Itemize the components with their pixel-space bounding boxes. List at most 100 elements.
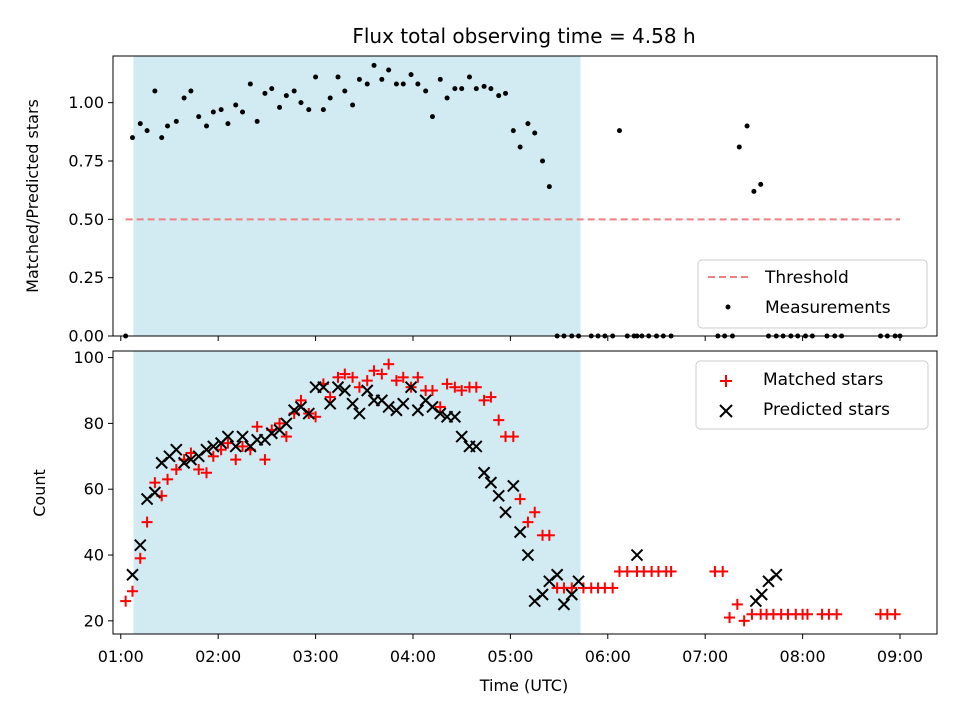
predicted-star-point (170, 443, 183, 456)
measurement-point (744, 123, 750, 129)
measurement-point (320, 107, 326, 113)
x-tick-label: 02:00 (195, 647, 241, 666)
legend-predicted-label: Predicted stars (763, 400, 890, 420)
measurement-point (144, 128, 150, 134)
measurement-point (196, 114, 202, 120)
measurement-point (335, 74, 341, 80)
predicted-star-point (177, 456, 191, 470)
matched-star-point (361, 375, 373, 387)
y-tick-label: 0.75 (68, 152, 104, 171)
predicted-star-point (317, 380, 330, 394)
predicted-star-point (755, 588, 768, 601)
matched-star-point (831, 608, 843, 620)
matched-star-point (230, 454, 242, 466)
predicted-star-point (287, 404, 301, 417)
matched-star-point (134, 552, 146, 564)
measurement-point (423, 88, 429, 94)
measurement-point (503, 90, 509, 96)
matched-star-point (529, 506, 541, 518)
matched-star-point (339, 368, 351, 380)
bottom-y-ticks: 20 40 60 80 100 (73, 348, 113, 630)
matched-star-point (889, 608, 901, 620)
measurement-point (510, 128, 516, 134)
y-tick-label: 20 (84, 611, 104, 630)
bottom-x-ticks: 01:00 02:00 03:00 04:00 05:00 06:00 07:00 08:00… (98, 634, 923, 666)
matched-star-point (251, 421, 263, 433)
measurement-point (400, 81, 406, 87)
matched-star-point (543, 529, 555, 541)
predicted-star-point (134, 538, 147, 552)
matched-star-point (170, 463, 182, 475)
measurement-point (181, 95, 187, 101)
bottom-panel: 20 40 60 80 100 01:00 02:00 03:00 04:00 05:00 06:… (30, 348, 938, 695)
measurement-point (173, 118, 179, 124)
measurement-point (137, 121, 143, 127)
y-tick-label: 40 (84, 546, 104, 565)
matched-star-point (295, 394, 307, 406)
measurement-point (444, 95, 450, 101)
predicted-star-point (126, 568, 139, 581)
predicted-star-point (331, 380, 345, 394)
matched-star-point (449, 381, 461, 393)
matched-star-point (738, 615, 750, 627)
predicted-star-point (229, 440, 242, 453)
bottom-legend: Matched stars Predicted stars (695, 360, 929, 430)
measurement-point (429, 114, 435, 120)
x-tick-label: 09:00 (877, 647, 923, 666)
predicted-star-points (126, 380, 783, 611)
matched-star-point (434, 401, 446, 413)
matched-star-point (149, 477, 161, 489)
measurement-point (204, 123, 210, 129)
measurement-point (218, 107, 224, 113)
measurement-point (736, 144, 742, 150)
matched-star-point (383, 358, 395, 370)
predicted-star-point (434, 407, 447, 420)
measurement-point (356, 76, 362, 82)
predicted-star-point (382, 400, 395, 414)
measurement-point (165, 123, 171, 129)
matched-star-point (478, 394, 490, 406)
predicted-star-point (200, 443, 213, 456)
predicted-star-point (148, 486, 162, 499)
x-tick-label: 06:00 (585, 647, 631, 666)
predicted-star-point (411, 404, 425, 417)
measurement-point (269, 86, 275, 92)
x-tick-label: 08:00 (780, 647, 826, 666)
matched-star-point (412, 371, 424, 383)
top-plot-frame (112, 55, 938, 337)
predicted-star-point (470, 440, 483, 453)
measurement-point (532, 130, 538, 136)
predicted-star-point (323, 397, 337, 410)
matched-star-point (514, 493, 526, 505)
matched-star-point (426, 384, 438, 396)
predicted-star-point (346, 397, 359, 410)
matched-star-point (207, 450, 219, 462)
measurement-point (210, 109, 216, 115)
predicted-star-point (338, 384, 352, 397)
matched-star-point (607, 582, 619, 594)
measurement-point (751, 188, 757, 194)
y-tick-label: 0.00 (68, 327, 104, 346)
chart-title: Flux total observing time = 4.58 h (352, 24, 695, 48)
matched-star-point (485, 391, 497, 403)
measurement-point (473, 86, 479, 92)
measurement-point (517, 144, 523, 150)
measurement-point (546, 184, 552, 190)
measurement-point (283, 93, 289, 99)
measurement-point (159, 135, 165, 141)
measurement-points (123, 62, 903, 339)
y-tick-label: 80 (84, 414, 104, 433)
measurement-point (298, 100, 304, 106)
measurement-point (129, 135, 135, 141)
matched-star-point (456, 384, 468, 396)
matched-star-point (347, 371, 359, 383)
measurement-point (152, 88, 158, 94)
bottom-shaded-interval (133, 351, 581, 634)
y-tick-label: 100 (73, 348, 104, 367)
predicted-star-point (184, 453, 198, 466)
matched-star-point (441, 378, 453, 390)
measurement-point (437, 76, 443, 82)
matched-star-point (724, 612, 736, 624)
measurement-point (459, 86, 465, 92)
